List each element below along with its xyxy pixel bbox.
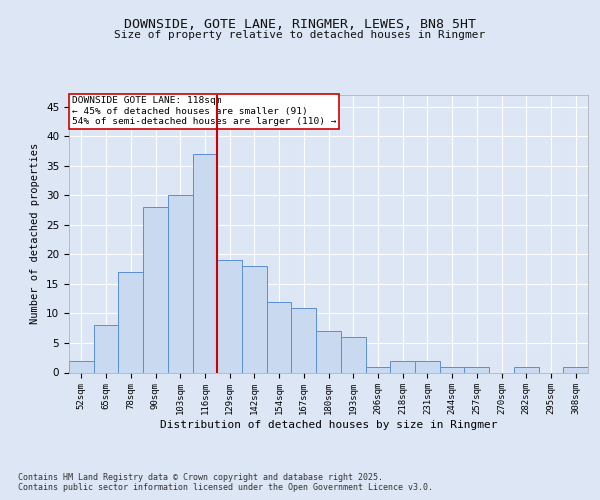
Bar <box>143 207 168 372</box>
Bar <box>292 308 316 372</box>
Text: Contains HM Land Registry data © Crown copyright and database right 2025.: Contains HM Land Registry data © Crown c… <box>18 472 383 482</box>
Bar <box>267 302 292 372</box>
Bar <box>94 326 118 372</box>
Text: Contains public sector information licensed under the Open Government Licence v3: Contains public sector information licen… <box>18 482 433 492</box>
Bar <box>69 360 94 372</box>
Bar <box>242 266 267 372</box>
Bar <box>440 366 464 372</box>
Bar <box>415 360 440 372</box>
Bar <box>217 260 242 372</box>
Bar <box>464 366 489 372</box>
Bar <box>390 360 415 372</box>
Bar <box>118 272 143 372</box>
Text: DOWNSIDE GOTE LANE: 118sqm
← 45% of detached houses are smaller (91)
54% of semi: DOWNSIDE GOTE LANE: 118sqm ← 45% of deta… <box>71 96 336 126</box>
Bar <box>341 337 365 372</box>
Bar <box>316 331 341 372</box>
Bar <box>193 154 217 372</box>
Text: DOWNSIDE, GOTE LANE, RINGMER, LEWES, BN8 5HT: DOWNSIDE, GOTE LANE, RINGMER, LEWES, BN8… <box>124 18 476 30</box>
Text: Size of property relative to detached houses in Ringmer: Size of property relative to detached ho… <box>115 30 485 40</box>
X-axis label: Distribution of detached houses by size in Ringmer: Distribution of detached houses by size … <box>160 420 497 430</box>
Bar <box>168 196 193 372</box>
Y-axis label: Number of detached properties: Number of detached properties <box>31 143 40 324</box>
Bar <box>514 366 539 372</box>
Bar <box>563 366 588 372</box>
Bar <box>365 366 390 372</box>
